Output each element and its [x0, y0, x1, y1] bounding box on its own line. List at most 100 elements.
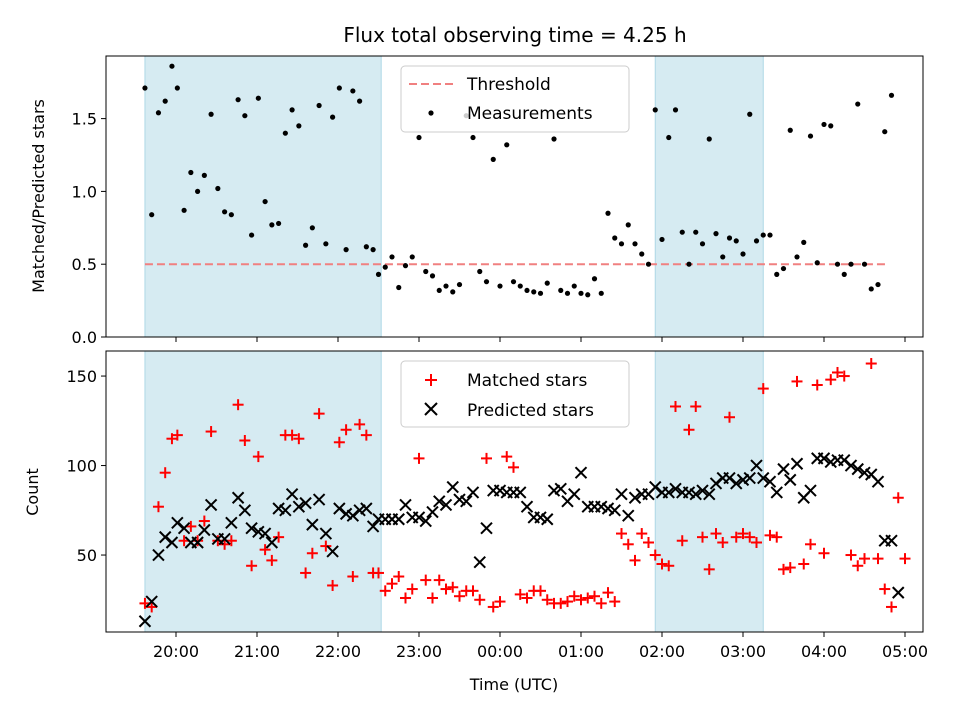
matched-star-point	[487, 601, 499, 613]
measurement-point	[740, 251, 746, 257]
predicted-star-point	[238, 504, 252, 517]
matched-star-point	[697, 531, 708, 543]
predicted-star-point	[299, 496, 312, 510]
matched-star-point	[676, 535, 688, 547]
predicted-star-point	[892, 586, 905, 599]
measurement-point	[753, 238, 760, 244]
matched-star-point	[467, 585, 479, 597]
predicted-star-point	[608, 504, 621, 517]
measurement-point	[814, 260, 820, 266]
measurement-point	[679, 229, 685, 235]
measurement-point	[370, 247, 376, 253]
predicted-star-point	[306, 518, 319, 531]
matched-star-point	[751, 537, 762, 549]
shaded-interval-0	[144, 55, 382, 338]
matched-star-point	[892, 492, 904, 504]
predicted-star-point	[285, 487, 299, 501]
count-panel-shaded-intervals	[144, 350, 764, 633]
measurement-point	[155, 110, 162, 116]
measurement-point	[470, 134, 476, 141]
measurement-point	[693, 229, 699, 235]
measurement-point	[639, 251, 645, 257]
matched-star-point	[494, 596, 506, 608]
measurement-point	[801, 239, 807, 245]
measurement-point	[429, 273, 436, 279]
x-tick-label: 05:00	[882, 642, 928, 661]
predicted-star-point	[231, 491, 245, 504]
predicted-star-point	[265, 536, 279, 549]
matched-star-point	[406, 583, 418, 595]
ratio-panel-legend: Threshold Measurements	[400, 65, 630, 133]
matched-star-point	[683, 424, 695, 436]
matched-star-point	[568, 590, 580, 602]
matched-star-point	[239, 434, 251, 446]
predicted-star-point	[292, 500, 306, 513]
measurement-points	[142, 63, 895, 298]
measurement-point	[350, 88, 356, 94]
x-tick-label: 23:00	[396, 642, 442, 661]
measurement-point	[208, 111, 214, 117]
measurement-point	[828, 123, 834, 129]
measurement-point	[174, 85, 180, 91]
matched-star-point	[320, 540, 332, 552]
predicted-star-point	[669, 482, 682, 496]
measurement-point	[289, 107, 295, 113]
matched-star-point	[171, 429, 183, 441]
count-panel: 50 100 150 20:00 21:00 22:00 23:00 00:00 01:00 0…	[23, 350, 928, 694]
predicted-star-point	[145, 595, 158, 608]
matched-star-point	[805, 538, 816, 550]
predicted-star-point	[366, 520, 380, 533]
legend-predicted-swatch	[424, 402, 438, 416]
matched-star-point	[811, 379, 823, 391]
matched-star-point	[273, 531, 285, 543]
predicted-star-point	[198, 523, 211, 537]
matched-star-point	[521, 592, 533, 604]
ratio-panel-frame	[105, 55, 924, 338]
matched-star-point	[259, 544, 271, 556]
measurement-point	[848, 261, 854, 267]
measurement-point	[303, 242, 309, 248]
predicted-star-point	[466, 486, 480, 499]
legend-predicted-label: Predicted stars	[467, 401, 594, 421]
matched-star-point	[865, 358, 877, 370]
measurement-point	[436, 287, 442, 294]
measurement-point	[544, 280, 550, 286]
x-tick-label: 20:00	[153, 642, 199, 661]
measurement-point	[375, 271, 382, 277]
predicted-star-point	[191, 536, 204, 549]
matched-star-point	[232, 399, 244, 411]
measurement-point	[309, 225, 315, 231]
measurement-point	[666, 134, 672, 141]
measurement-point	[188, 169, 194, 176]
predicted-star-point	[218, 532, 231, 546]
predicted-star-point	[757, 471, 770, 485]
measurement-point	[149, 212, 155, 218]
predicted-star-point	[628, 491, 642, 504]
matched-star-point	[717, 537, 729, 549]
matched-star-point	[670, 400, 681, 412]
measurement-point	[402, 263, 409, 269]
measurement-point	[699, 241, 706, 247]
measurement-point	[794, 254, 800, 260]
x-tick-label: 04:00	[801, 642, 847, 661]
matched-star-point	[832, 366, 843, 378]
matched-star-point	[778, 563, 789, 575]
matched-star-point	[266, 554, 278, 566]
measurement-point	[524, 287, 530, 294]
measurement-point	[780, 265, 787, 272]
measurement-point	[262, 198, 268, 205]
predicted-star-point	[696, 484, 709, 497]
predicted-star-point	[426, 505, 439, 519]
predicted-star-point	[460, 495, 473, 508]
ratio-panel-x-ticks	[175, 337, 906, 342]
matched-star-point	[433, 574, 445, 586]
predicted-star-point	[165, 536, 179, 549]
measurement-point	[686, 261, 692, 267]
measurement-point	[767, 232, 773, 238]
predicted-star-point	[568, 487, 581, 501]
matched-star-point	[159, 467, 171, 479]
matched-star-point	[872, 553, 884, 565]
legend-measurements-swatch	[428, 110, 434, 116]
measurement-point	[706, 136, 712, 142]
